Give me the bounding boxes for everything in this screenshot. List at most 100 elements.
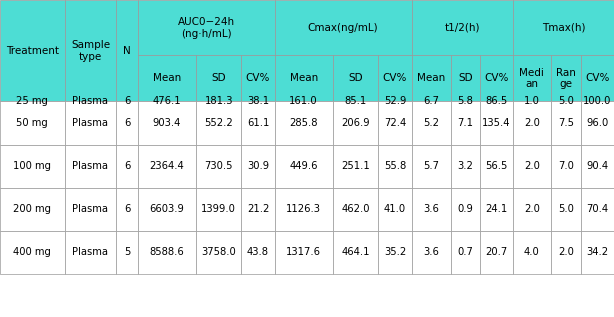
Bar	[333, 55, 378, 101]
Bar	[581, 101, 614, 145]
Text: 52.9: 52.9	[384, 96, 406, 107]
Text: 6.7: 6.7	[424, 96, 440, 107]
Text: 400 mg: 400 mg	[14, 247, 52, 257]
Bar	[64, 145, 116, 188]
Text: 96.0: 96.0	[586, 118, 608, 128]
Text: Plasma: Plasma	[72, 118, 109, 128]
Bar	[64, 231, 116, 274]
Bar	[411, 55, 451, 101]
Bar	[411, 231, 451, 274]
Text: 5.0: 5.0	[558, 96, 574, 107]
Bar	[138, 145, 196, 188]
Text: 86.5: 86.5	[485, 96, 507, 107]
Bar	[513, 231, 551, 274]
Bar	[116, 101, 138, 145]
Text: 90.4: 90.4	[586, 161, 608, 171]
Bar	[581, 145, 614, 188]
Text: 50 mg: 50 mg	[17, 118, 49, 128]
Text: 1317.6: 1317.6	[286, 247, 321, 257]
Text: 100.0: 100.0	[583, 96, 612, 107]
Text: Mean: Mean	[153, 74, 181, 83]
Bar	[116, 188, 138, 231]
Bar	[241, 188, 274, 231]
Bar	[138, 0, 274, 55]
Bar	[551, 231, 581, 274]
Text: Plasma: Plasma	[72, 204, 109, 214]
Bar	[411, 0, 513, 55]
Text: 6: 6	[124, 204, 130, 214]
Text: 0.9: 0.9	[457, 204, 473, 214]
Text: 449.6: 449.6	[289, 161, 318, 171]
Text: Plasma: Plasma	[72, 247, 109, 257]
Text: Medi
an: Medi an	[519, 68, 544, 89]
Text: 8588.6: 8588.6	[149, 247, 184, 257]
Text: 5.2: 5.2	[424, 118, 440, 128]
Bar	[333, 101, 378, 145]
Bar	[196, 101, 241, 145]
Bar	[64, 0, 116, 101]
Bar	[274, 188, 333, 231]
Bar	[551, 101, 581, 145]
Text: 2364.4: 2364.4	[149, 161, 184, 171]
Text: Plasma: Plasma	[72, 96, 109, 107]
Text: 285.8: 285.8	[289, 118, 318, 128]
Bar	[333, 145, 378, 188]
Text: 21.2: 21.2	[247, 204, 269, 214]
Text: 0.7: 0.7	[457, 247, 473, 257]
Bar	[138, 101, 196, 145]
Bar	[274, 0, 411, 55]
Bar	[333, 188, 378, 231]
Text: Mean: Mean	[290, 74, 318, 83]
Text: SD: SD	[348, 74, 363, 83]
Bar	[196, 231, 241, 274]
Bar	[581, 231, 614, 274]
Text: 206.9: 206.9	[341, 118, 370, 128]
Text: CV%: CV%	[383, 74, 407, 83]
Text: 3.6: 3.6	[424, 204, 440, 214]
Text: 85.1: 85.1	[344, 96, 367, 107]
Text: 61.1: 61.1	[247, 118, 269, 128]
Text: 30.9: 30.9	[247, 161, 269, 171]
Text: AUC0−24h
(ng·h/mL): AUC0−24h (ng·h/mL)	[177, 17, 235, 39]
Text: 462.0: 462.0	[341, 204, 370, 214]
Text: 20.7: 20.7	[485, 247, 507, 257]
Text: Mean: Mean	[418, 74, 446, 83]
Bar	[378, 188, 411, 231]
Text: 161.0: 161.0	[289, 96, 318, 107]
Bar	[551, 188, 581, 231]
Bar	[513, 101, 551, 145]
Bar	[116, 145, 138, 188]
Bar	[451, 101, 480, 145]
Text: 6603.9: 6603.9	[149, 204, 184, 214]
Text: 1.0: 1.0	[524, 96, 540, 107]
Text: SD: SD	[211, 74, 226, 83]
Bar	[551, 55, 581, 101]
Bar	[451, 188, 480, 231]
Text: CV%: CV%	[484, 74, 508, 83]
Text: Sample
type: Sample type	[71, 40, 110, 61]
Text: 2.0: 2.0	[524, 204, 540, 214]
Bar	[513, 55, 551, 101]
Bar	[241, 55, 274, 101]
Text: 2.0: 2.0	[524, 161, 540, 171]
Text: CV%: CV%	[246, 74, 270, 83]
Bar	[451, 55, 480, 101]
Text: 5.7: 5.7	[424, 161, 440, 171]
Text: 55.8: 55.8	[384, 161, 406, 171]
Bar	[196, 145, 241, 188]
Bar	[274, 145, 333, 188]
Bar	[274, 231, 333, 274]
Text: 56.5: 56.5	[485, 161, 507, 171]
Text: 43.8: 43.8	[247, 247, 269, 257]
Text: 70.4: 70.4	[586, 204, 608, 214]
Text: CV%: CV%	[585, 74, 610, 83]
Text: 25 mg: 25 mg	[17, 96, 49, 107]
Text: 251.1: 251.1	[341, 161, 370, 171]
Text: N: N	[123, 46, 131, 56]
Text: 100 mg: 100 mg	[14, 161, 52, 171]
Text: Cmax(ng/mL): Cmax(ng/mL)	[308, 23, 378, 33]
Bar	[241, 145, 274, 188]
Text: 5.8: 5.8	[457, 96, 473, 107]
Bar	[138, 188, 196, 231]
Bar	[378, 101, 411, 145]
